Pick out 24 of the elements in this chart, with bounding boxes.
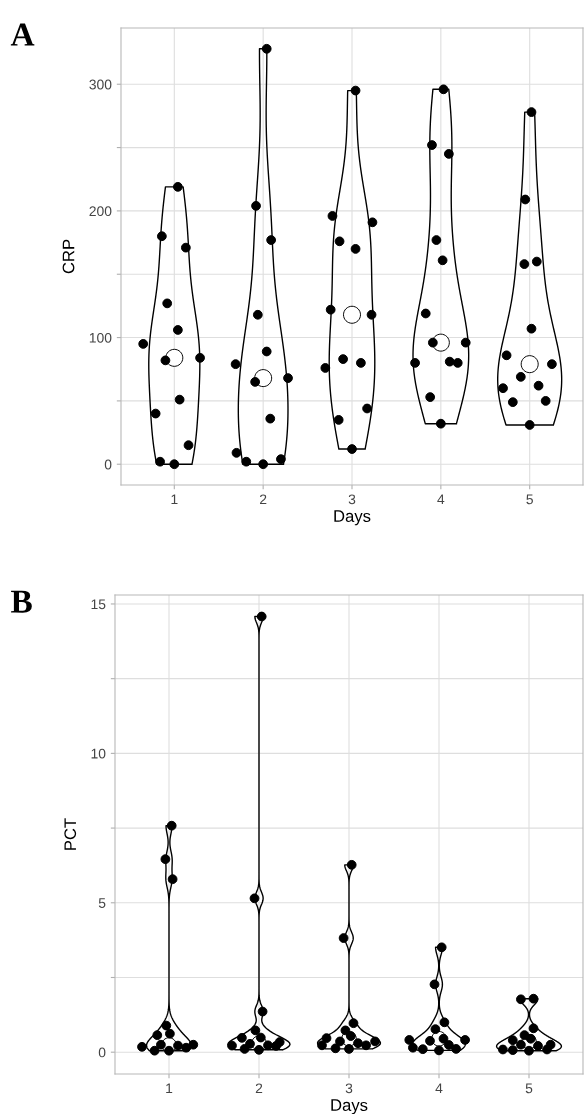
y-tick-label: 100	[89, 332, 112, 343]
x-tick-label: 2	[255, 1083, 263, 1094]
text: A	[10, 23, 35, 46]
x-tick-label: 1	[171, 494, 178, 505]
y-tick-label: 0	[104, 459, 112, 470]
x-tick-label: 5	[525, 1083, 533, 1094]
x-axis-title: Days	[331, 1099, 368, 1114]
y-tick-label: 15	[91, 599, 106, 610]
y-tick-label: 0	[98, 1047, 106, 1058]
y-tick-label: 5	[98, 898, 106, 908]
x-tick-label: 5	[526, 494, 533, 505]
x-tick-label: 4	[437, 494, 445, 505]
x-tick-label: 1	[166, 1083, 173, 1094]
x-tick-label: 3	[348, 494, 356, 505]
y-axis-title: PCT	[64, 818, 77, 850]
y-tick-label: 300	[89, 79, 112, 90]
x-tick-label: 3	[345, 1083, 353, 1094]
x-tick-label: 2	[259, 494, 267, 505]
x-axis-title: Days	[334, 510, 371, 526]
y-tick-label: 10	[91, 748, 106, 759]
y-tick-label: 200	[89, 206, 112, 217]
text: B	[11, 590, 32, 613]
x-tick-label: 4	[435, 1083, 443, 1094]
y-axis-title: CRP	[62, 239, 75, 274]
